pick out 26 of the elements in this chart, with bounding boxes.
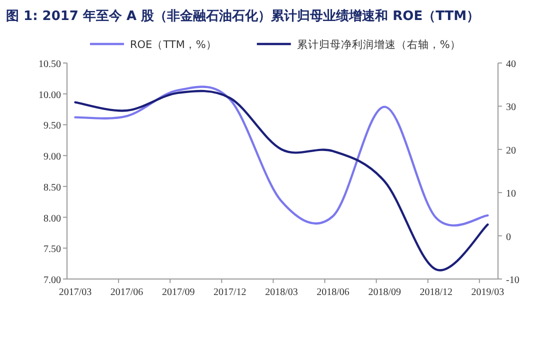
y-tick-label: 8.50 [44,182,61,194]
y2-tick-label: 20 [506,145,516,156]
x-tick-label: 2018/06 [316,287,350,298]
y-tick-label: 10.50 [38,59,61,70]
y-tick-label: 8.00 [44,213,61,224]
chart-title: 图 1: 2017 年至今 A 股（非金融石油石化）累计归母业绩增速和 ROE（TTM） [6,8,480,24]
x-tick-label: 2017/06 [110,287,144,298]
x-tick-label: 2018/09 [368,287,401,298]
y-tick-label: 10.00 [38,90,61,101]
y2-tick-label: -10 [506,275,520,286]
y-tick-label: 7.50 [44,244,61,256]
y-tick-label: 9.00 [44,152,61,163]
legend-label: 累计归母净利润增速（右轴，%） [296,38,461,51]
x-tick-label: 2018/12 [420,287,453,298]
x-tick-label: 2017/09 [162,287,195,298]
y-tick-label: 7.00 [44,275,61,286]
legend-label: ROE（TTM，%） [130,39,217,51]
x-tick-label: 2019/03 [471,287,504,298]
y2-tick-label: 10 [506,188,516,200]
y2-tick-label: 0 [506,232,511,243]
y2-tick-label: 40 [506,59,516,70]
x-tick-label: 2017/12 [214,287,246,298]
y2-tick-label: 30 [506,102,516,114]
x-tick-label: 2017/03 [58,287,92,298]
y-tick-label: 9.50 [44,120,61,132]
x-tick-label: 2018/03 [265,287,298,298]
